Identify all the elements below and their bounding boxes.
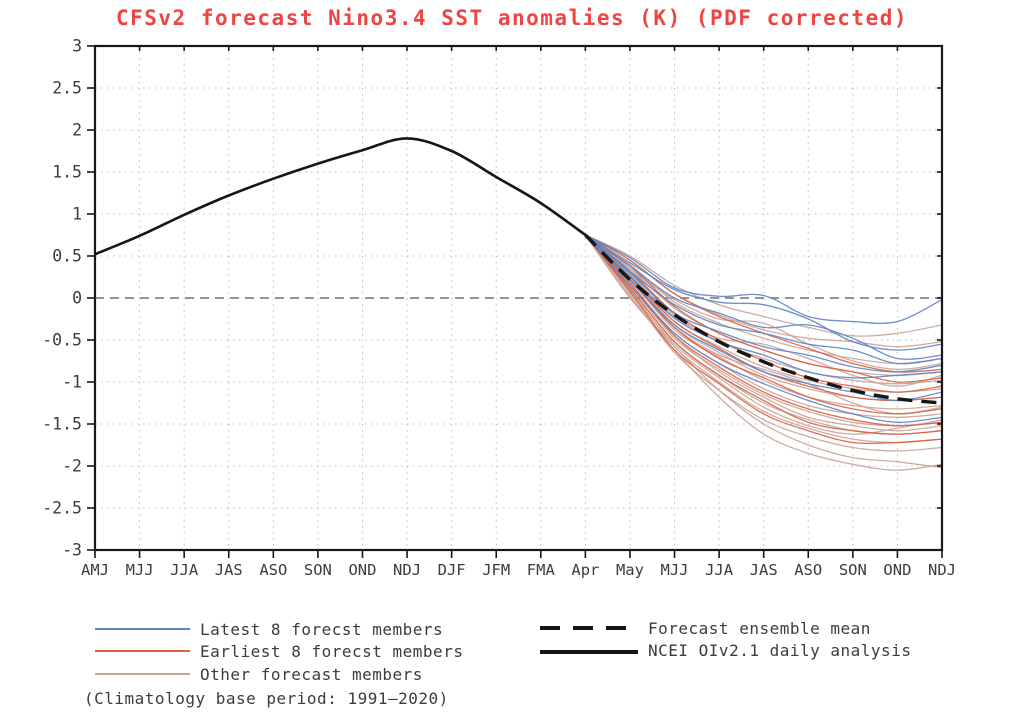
member-line-latest — [585, 234, 943, 325]
svg-text:May: May — [616, 561, 644, 579]
member-line-other — [584, 234, 943, 387]
member-line-other — [585, 234, 943, 337]
observed-line — [94, 137, 587, 256]
svg-text:NDJ: NDJ — [393, 561, 421, 579]
member-line-earliest — [584, 234, 943, 445]
svg-text:JJA: JJA — [705, 561, 734, 579]
member-line-latest — [584, 234, 943, 365]
svg-text:-1: -1 — [62, 373, 82, 392]
members-latest — [584, 234, 943, 423]
svg-text:-1.5: -1.5 — [42, 415, 82, 434]
legend-label-daily-analysis: NCEI OIv2.1 daily analysis — [648, 641, 912, 660]
svg-text:2.5: 2.5 — [52, 79, 82, 98]
svg-text:MJJ: MJJ — [126, 561, 154, 579]
svg-text:JAS: JAS — [750, 561, 778, 579]
legend-label-other: Other forecast members — [200, 665, 423, 684]
member-line-other — [584, 234, 943, 469]
member-line-latest — [584, 234, 943, 423]
legend-swatch-other — [95, 673, 190, 675]
svg-text:JAS: JAS — [215, 561, 243, 579]
member-line-earliest — [584, 234, 943, 435]
svg-text:-3: -3 — [62, 541, 82, 560]
member-line-earliest — [585, 234, 943, 383]
svg-text:MJJ: MJJ — [661, 561, 689, 579]
member-line-latest — [584, 234, 943, 373]
member-line-other — [584, 234, 943, 452]
svg-text:SON: SON — [839, 561, 867, 579]
svg-text:0: 0 — [72, 289, 82, 308]
member-line-latest — [584, 234, 943, 402]
svg-text:SON: SON — [304, 561, 332, 579]
svg-text:DJF: DJF — [438, 561, 466, 579]
svg-text:3: 3 — [72, 37, 82, 56]
svg-text:OND: OND — [883, 561, 911, 579]
svg-text:JJA: JJA — [170, 561, 199, 579]
svg-text:NDJ: NDJ — [928, 561, 956, 579]
svg-text:-0.5: -0.5 — [42, 331, 82, 350]
member-line-latest — [585, 234, 943, 351]
ensemble-mean-line — [584, 233, 943, 405]
member-line-other — [584, 234, 943, 415]
svg-text:Apr: Apr — [571, 561, 599, 579]
svg-text:ASO: ASO — [794, 561, 822, 579]
svg-text:1.5: 1.5 — [52, 163, 82, 182]
legend-swatch-earliest — [95, 650, 190, 652]
member-line-earliest — [584, 234, 943, 427]
member-line-other — [584, 234, 943, 444]
plot-frame — [93, 44, 944, 552]
legend-label-latest: Latest 8 forecst members — [200, 620, 444, 639]
legend-swatch-ensemble-mean — [540, 626, 638, 630]
chart-title: CFSv2 forecast Nino3.4 SST anomalies (K)… — [115, 6, 908, 30]
svg-text:1: 1 — [72, 205, 82, 224]
legend-label-ensemble-mean: Forecast ensemble mean — [648, 619, 871, 638]
member-line-latest — [585, 234, 943, 360]
svg-text:FMA: FMA — [527, 561, 556, 579]
svg-text:2: 2 — [72, 121, 82, 140]
svg-text:0.5: 0.5 — [52, 247, 82, 266]
svg-text:OND: OND — [348, 561, 376, 579]
svg-text:-2: -2 — [62, 457, 82, 476]
axis-ticks — [87, 45, 943, 558]
svg-text:JFM: JFM — [482, 561, 510, 579]
x-axis-labels: AMJ MJJ JJA JAS ASO SON OND NDJ DJF JFM FMA Apr May M… — [81, 561, 956, 579]
climatology-note: (Climatology base period: 1991–2020) — [84, 689, 449, 708]
svg-text:ASO: ASO — [259, 561, 287, 579]
legend-label-earliest: Earliest 8 forecst members — [200, 642, 464, 661]
y-axis-labels: 3 2.5 2 1.5 1 0.5 0 -0.5 -1 -1.5 -2 -2.5 -3 — [42, 37, 82, 560]
legend-swatch-latest — [95, 628, 190, 630]
legend-swatch-daily-analysis — [540, 650, 638, 654]
svg-text:AMJ: AMJ — [81, 561, 109, 579]
svg-text:-2.5: -2.5 — [42, 499, 82, 518]
